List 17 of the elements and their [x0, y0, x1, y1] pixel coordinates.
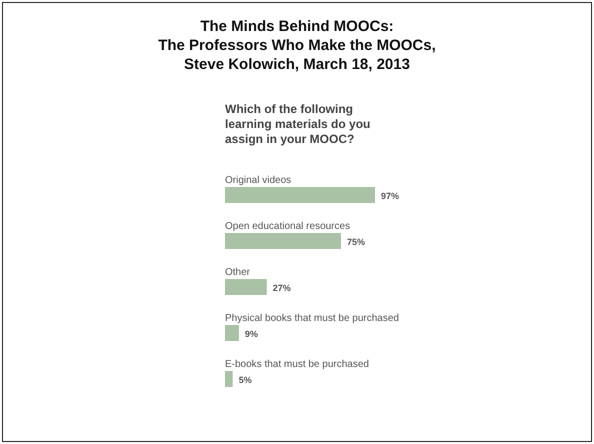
data-label: 5%: [238, 375, 252, 385]
chart-title: The Minds Behind MOOCs: The Professors Who Make the MOOCs, Steve Kolowich, March 18, 2013: [157, 17, 437, 74]
data-label: 75%: [346, 237, 365, 247]
chart-subtitle: Which of the following learning materials do you assign in your MOOC?: [225, 102, 370, 146]
y-tick-label: E-books that must be purchased: [225, 359, 369, 370]
data-label: 27%: [272, 283, 291, 293]
data-label: 9%: [244, 329, 258, 339]
bar: [225, 325, 239, 341]
bar: [225, 371, 233, 387]
y-tick-label: Original videos: [225, 175, 292, 186]
y-tick-label: Other: [225, 267, 251, 278]
y-tick-label: Open educational resources: [225, 221, 350, 232]
bar: [225, 233, 341, 249]
data-label: 97%: [381, 191, 400, 201]
y-tick-label: Physical books that must be purchased: [225, 313, 399, 324]
bar: [225, 187, 375, 203]
bar: [225, 279, 267, 295]
